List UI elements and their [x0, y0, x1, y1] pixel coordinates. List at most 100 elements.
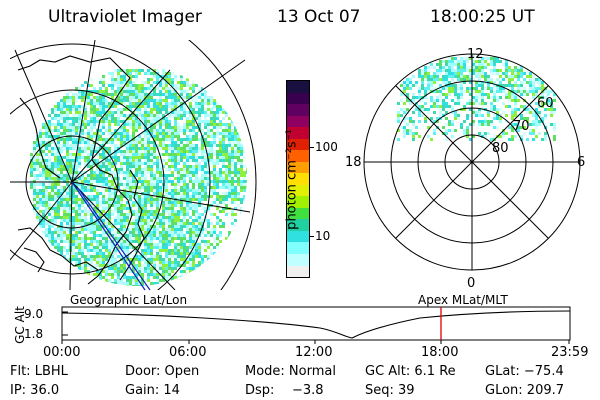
image-pixel: [162, 99, 165, 102]
image-pixel: [535, 90, 538, 93]
image-pixel: [198, 267, 201, 270]
image-pixel: [427, 78, 430, 81]
image-pixel: [93, 87, 96, 90]
image-pixel: [123, 276, 126, 279]
image-pixel: [427, 135, 430, 138]
image-pixel: [114, 243, 117, 246]
image-pixel: [481, 75, 484, 78]
image-pixel: [240, 183, 243, 186]
image-pixel: [138, 165, 141, 168]
image-pixel: [177, 213, 180, 216]
image-pixel: [189, 123, 192, 126]
image-pixel: [466, 60, 469, 63]
image-pixel: [141, 243, 144, 246]
image-pixel: [490, 102, 493, 105]
image-pixel: [42, 189, 45, 192]
image-pixel: [198, 186, 201, 189]
image-pixel: [123, 270, 126, 273]
image-pixel: [72, 177, 75, 180]
image-pixel: [442, 66, 445, 69]
image-pixel: [231, 147, 234, 150]
image-pixel: [153, 201, 156, 204]
image-pixel: [129, 135, 132, 138]
image-pixel: [508, 96, 511, 99]
image-pixel: [129, 228, 132, 231]
image-pixel: [141, 120, 144, 123]
image-pixel: [499, 87, 502, 90]
image-pixel: [105, 234, 108, 237]
image-pixel: [198, 114, 201, 117]
image-pixel: [90, 147, 93, 150]
image-pixel: [114, 186, 117, 189]
image-pixel: [523, 87, 526, 90]
image-pixel: [481, 72, 484, 75]
image-pixel: [514, 123, 517, 126]
image-pixel: [45, 228, 48, 231]
image-pixel: [189, 153, 192, 156]
image-pixel: [57, 207, 60, 210]
image-pixel: [126, 90, 129, 93]
image-pixel: [517, 78, 520, 81]
image-pixel: [123, 246, 126, 249]
image-pixel: [400, 93, 403, 96]
image-pixel: [63, 204, 66, 207]
image-pixel: [99, 216, 102, 219]
image-pixel: [478, 132, 481, 135]
image-pixel: [177, 123, 180, 126]
image-pixel: [231, 150, 234, 153]
image-pixel: [120, 96, 123, 99]
image-pixel: [99, 99, 102, 102]
image-pixel: [451, 129, 454, 132]
image-pixel: [96, 255, 99, 258]
image-pixel: [120, 150, 123, 153]
image-pixel: [96, 258, 99, 261]
image-pixel: [186, 129, 189, 132]
image-pixel: [204, 93, 207, 96]
image-pixel: [171, 99, 174, 102]
image-pixel: [42, 123, 45, 126]
image-pixel: [198, 177, 201, 180]
image-pixel: [198, 255, 201, 258]
image-pixel: [511, 84, 514, 87]
image-pixel: [237, 198, 240, 201]
image-pixel: [75, 174, 78, 177]
image-pixel: [427, 90, 430, 93]
image-pixel: [87, 96, 90, 99]
image-pixel: [433, 90, 436, 93]
image-pixel: [168, 198, 171, 201]
image-pixel: [87, 141, 90, 144]
image-pixel: [72, 222, 75, 225]
image-pixel: [129, 234, 132, 237]
image-pixel: [39, 132, 42, 135]
image-pixel: [511, 129, 514, 132]
image-pixel: [159, 240, 162, 243]
image-pixel: [147, 246, 150, 249]
image-pixel: [213, 246, 216, 249]
image-pixel: [472, 60, 475, 63]
image-pixel: [418, 96, 421, 99]
image-pixel: [424, 90, 427, 93]
image-pixel: [126, 81, 129, 84]
image-pixel: [192, 174, 195, 177]
image-pixel: [165, 150, 168, 153]
image-pixel: [42, 138, 45, 141]
image-pixel: [442, 126, 445, 129]
image-pixel: [168, 225, 171, 228]
image-pixel: [421, 105, 424, 108]
image-pixel: [174, 222, 177, 225]
image-pixel: [81, 90, 84, 93]
image-pixel: [451, 105, 454, 108]
image-pixel: [400, 126, 403, 129]
image-pixel: [228, 174, 231, 177]
image-pixel: [177, 141, 180, 144]
image-pixel: [243, 195, 246, 198]
image-pixel: [541, 138, 544, 141]
image-pixel: [412, 120, 415, 123]
image-pixel: [201, 198, 204, 201]
image-pixel: [135, 144, 138, 147]
image-pixel: [466, 69, 469, 72]
image-pixel: [102, 174, 105, 177]
image-pixel: [228, 162, 231, 165]
image-pixel: [36, 183, 39, 186]
image-pixel: [144, 216, 147, 219]
